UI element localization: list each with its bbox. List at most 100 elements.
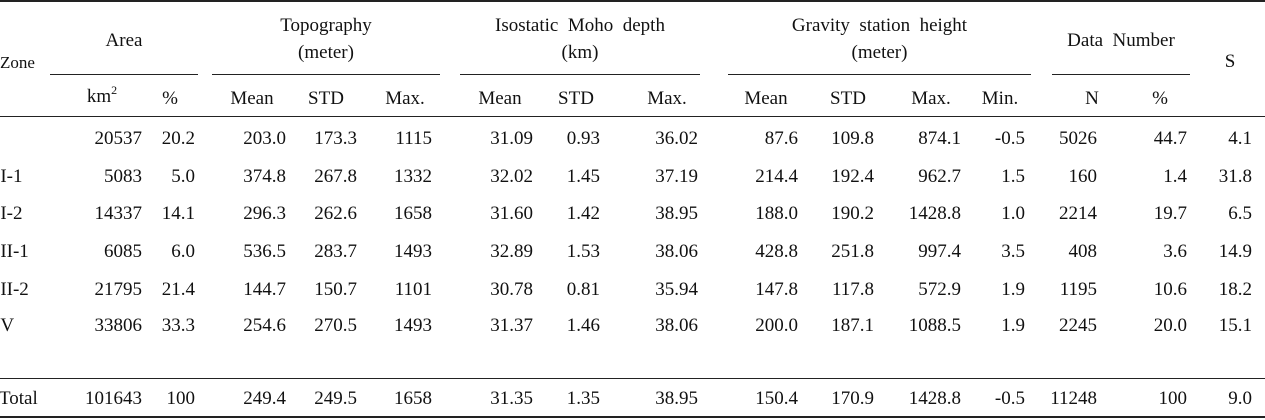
cell-grav-min: 3.5 [1001, 241, 1025, 262]
cell-moho-std: 1.46 [566, 315, 600, 336]
cell-n: 11248 [1050, 388, 1097, 409]
cell-area-km2: 33806 [94, 315, 143, 336]
area-underline [50, 74, 198, 75]
cell-s: 4.1 [1228, 128, 1252, 149]
cell-grav-std: 190.2 [831, 203, 874, 224]
top-rule [0, 0, 1265, 2]
topography-header: Topography [280, 15, 372, 36]
cell-area-pct: 21.4 [161, 279, 195, 300]
cell-moho-std: 1.35 [566, 388, 600, 409]
cell-topo-mean: 249.4 [243, 388, 286, 409]
cell-moho-mean: 31.60 [490, 203, 533, 224]
topography-underline [212, 74, 440, 75]
cell-s: 18.2 [1218, 279, 1252, 300]
bottom-rule [0, 416, 1265, 418]
cell-n-pct: 20.0 [1153, 315, 1187, 336]
cell-area-pct: 14.1 [161, 203, 195, 224]
cell-area-pct: 20.2 [161, 128, 195, 149]
cell-grav-mean: 150.4 [755, 388, 798, 409]
cell-grav-min: 1.9 [1001, 315, 1025, 336]
cell-topo-std: 249.5 [314, 388, 357, 409]
moho-header: Isostatic Moho depth [495, 15, 665, 36]
n-subheader: N [1085, 88, 1099, 109]
cell-moho-max: 38.95 [655, 388, 698, 409]
cell-topo-max: 1332 [394, 166, 432, 187]
cell-moho-mean: 31.35 [490, 388, 533, 409]
cell-moho-std: 1.45 [566, 166, 600, 187]
cell-grav-mean: 200.0 [755, 315, 798, 336]
cell-area-pct: 5.0 [171, 166, 195, 187]
n-pct-subheader: % [1152, 88, 1168, 109]
cell-topo-mean: 144.7 [243, 279, 286, 300]
cell-moho-mean: 31.09 [490, 128, 533, 149]
gravity-underline [728, 74, 1031, 75]
cell-topo-std: 267.8 [314, 166, 357, 187]
s-header: S [1224, 51, 1236, 72]
cell-zone: III-2 [0, 279, 29, 300]
km2-subheader: km2 [86, 83, 118, 107]
cell-topo-mean: 296.3 [243, 203, 286, 224]
cell-grav-std: 117.8 [831, 279, 874, 300]
cell-grav-max: 572.9 [918, 279, 961, 300]
cell-topo-std: 173.3 [314, 128, 357, 149]
cell-grav-std: 170.9 [831, 388, 874, 409]
cell-grav-std: 251.8 [831, 241, 874, 262]
area-pct-subheader: % [162, 88, 178, 109]
cell-topo-std: 283.7 [314, 241, 357, 262]
cell-n-pct: 44.7 [1153, 128, 1187, 149]
data-number-header: Data Number [1067, 30, 1175, 51]
cell-area-pct: 33.3 [161, 315, 195, 336]
area-header: Area [105, 30, 143, 51]
cell-n: 5026 [1059, 128, 1097, 149]
cell-zone: II-1 [0, 166, 23, 187]
grav-mean-subheader: Mean [744, 88, 788, 109]
cell-topo-max: 1101 [394, 279, 432, 300]
moho-underline [460, 74, 700, 75]
moho-std-subheader: STD [558, 88, 594, 109]
topo-max-subheader: Max. [385, 88, 425, 109]
cell-moho-max: 38.06 [655, 315, 698, 336]
cell-topo-mean: 254.6 [243, 315, 286, 336]
grav-min-subheader: Min. [981, 88, 1019, 109]
cell-zone: Total [0, 388, 38, 409]
cell-grav-mean: 87.6 [764, 128, 798, 149]
cell-n: 2245 [1059, 315, 1097, 336]
total-rule [0, 378, 1265, 379]
cell-n: 408 [1068, 241, 1098, 262]
cell-n-pct: 3.6 [1163, 241, 1187, 262]
cell-moho-std: 1.42 [566, 203, 600, 224]
cell-topo-std: 270.5 [314, 315, 357, 336]
cell-topo-mean: 536.5 [243, 241, 286, 262]
cell-topo-mean: 374.8 [243, 166, 286, 187]
moho-max-subheader: Max. [647, 88, 687, 109]
cell-n-pct: 1.4 [1163, 166, 1187, 187]
cell-grav-min: 1.5 [1001, 166, 1025, 187]
cell-moho-max: 35.94 [655, 279, 698, 300]
cell-moho-max: 38.95 [655, 203, 698, 224]
cell-area-pct: 6.0 [171, 241, 195, 262]
cell-topo-max: 1493 [394, 315, 432, 336]
topography-unit: (meter) [298, 42, 354, 63]
cell-moho-mean: 31.37 [490, 315, 533, 336]
data-number-underline [1052, 74, 1190, 75]
header-bottom-rule [0, 116, 1265, 117]
cell-moho-std: 1.53 [566, 241, 600, 262]
cell-zone: III-1 [0, 241, 29, 262]
cell-moho-max: 36.02 [655, 128, 698, 149]
cell-moho-std: 0.81 [566, 279, 600, 300]
cell-area-km2: 101643 [85, 388, 142, 409]
cell-grav-max: 1088.5 [908, 315, 961, 336]
cell-grav-mean: 147.8 [755, 279, 798, 300]
cell-n: 160 [1068, 166, 1098, 187]
cell-n-pct: 100 [1158, 388, 1188, 409]
cell-n: 2214 [1059, 203, 1097, 224]
cell-moho-max: 38.06 [655, 241, 698, 262]
zone-header: Zone [0, 53, 35, 72]
cell-topo-max: 1658 [394, 203, 432, 224]
cell-moho-max: 37.19 [655, 166, 698, 187]
cell-grav-min: -0.5 [994, 128, 1025, 149]
cell-s: 31.8 [1218, 166, 1252, 187]
cell-grav-mean: 428.8 [755, 241, 798, 262]
cell-s: 9.0 [1228, 388, 1252, 409]
cell-grav-std: 192.4 [831, 166, 874, 187]
